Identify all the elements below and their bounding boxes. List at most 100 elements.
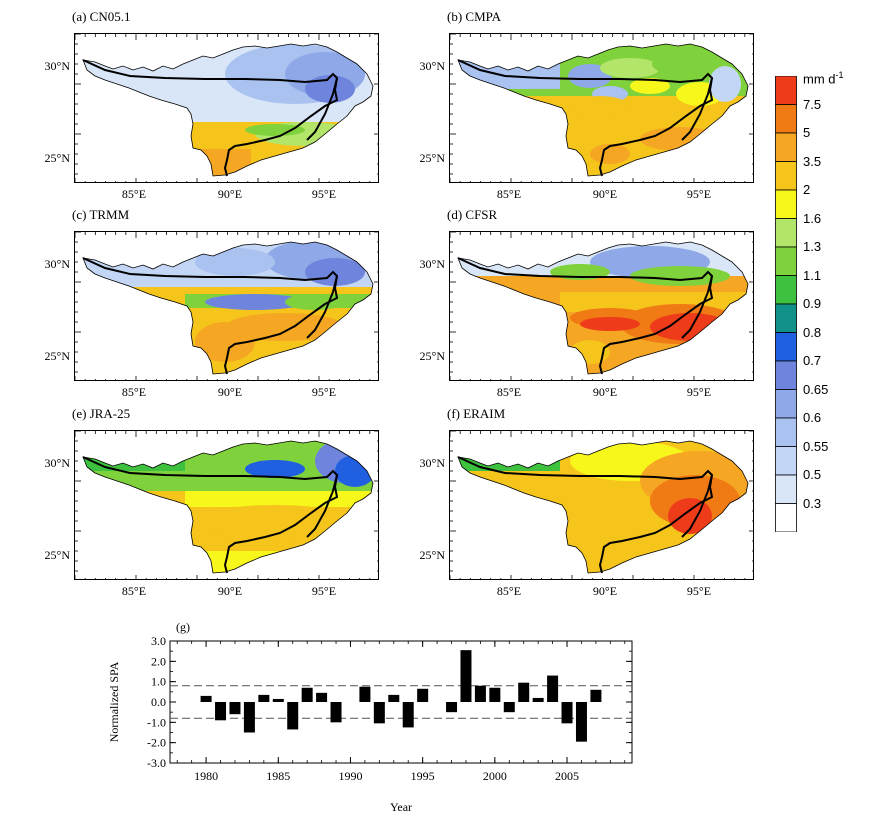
lat-tick-label: 30°N [419, 257, 445, 271]
colorbar-label: 0.9 [803, 296, 822, 311]
panel-title: (d) CFSR [447, 207, 498, 222]
bar-1991 [359, 686, 371, 702]
panel-title: (c) TRMM [72, 207, 130, 222]
lat-tick-label: 25°N [44, 151, 70, 165]
precipitation-map [74, 231, 379, 381]
bar-1997 [446, 702, 458, 713]
bar-2001 [503, 702, 515, 713]
x-tick-label: 1985 [266, 769, 290, 783]
colorbar-label: 3.5 [803, 153, 822, 169]
bar-1986 [287, 702, 299, 730]
lat-tick-label: 30°N [419, 456, 445, 470]
precipitation-map [449, 430, 754, 580]
colorbar-label: 5 [803, 125, 811, 140]
colorbar-label: 0.55 [803, 438, 829, 454]
lat-tick-label: 25°N [44, 548, 70, 562]
lon-tick-label: 95°E [686, 187, 712, 201]
bar-2003 [532, 697, 544, 702]
lon-tick-label: 90°E [592, 385, 618, 399]
bar-1981 [215, 702, 227, 721]
colorbar [775, 76, 797, 532]
colorbar-label: 0.6 [803, 410, 822, 425]
bar-1987 [301, 687, 313, 702]
lon-tick-label: 95°E [311, 187, 337, 201]
colorbar-label: 1.3 [803, 239, 822, 254]
lon-tick-label: 90°E [217, 187, 243, 201]
bar-1999 [474, 685, 486, 702]
panel-title: (e) JRA-25 [72, 406, 131, 421]
colorbar-label: 1.1 [803, 267, 822, 283]
lat-tick-label: 25°N [419, 151, 445, 165]
bar-1998 [460, 650, 472, 702]
bar-2005 [561, 702, 573, 724]
x-tick-label: 1990 [338, 769, 362, 783]
panel-title: (f) ERAIM [447, 406, 506, 421]
precipitation-map [74, 33, 379, 183]
x-tick-label: 1980 [194, 769, 218, 783]
lon-tick-label: 95°E [686, 385, 712, 399]
lon-tick-label: 85°E [121, 385, 147, 399]
lat-tick-label: 25°N [419, 548, 445, 562]
bar-1993 [388, 694, 400, 702]
bar-1995 [417, 688, 429, 702]
x-axis-label: Year [390, 800, 412, 814]
bar-1980 [200, 695, 212, 702]
precipitation-map [74, 430, 379, 580]
lon-tick-label: 95°E [311, 584, 337, 598]
y-tick-label: 0.0 [151, 695, 166, 709]
bar-2004 [547, 675, 559, 702]
bar-1983 [243, 702, 255, 733]
colorbar-label: 0.7 [803, 353, 822, 368]
lon-tick-label: 95°E [311, 385, 337, 399]
colorbar-label: 0.8 [803, 324, 822, 340]
colorbar-label: 2 [803, 182, 811, 197]
lon-tick-label: 90°E [217, 584, 243, 598]
y-tick-label: 1.0 [151, 675, 166, 689]
lat-tick-label: 25°N [419, 349, 445, 363]
bar-1994 [402, 702, 414, 728]
colorbar-label: 1.6 [803, 210, 822, 226]
lon-tick-label: 85°E [121, 187, 147, 201]
bar-1985 [272, 698, 284, 702]
lat-tick-label: 25°N [44, 349, 70, 363]
lon-tick-label: 90°E [217, 385, 243, 399]
precipitation-map [449, 33, 754, 183]
y-tick-label: 2.0 [151, 654, 166, 668]
colorbar-label: 0.65 [803, 381, 829, 397]
lon-tick-label: 85°E [496, 584, 522, 598]
lat-tick-label: 30°N [44, 257, 70, 271]
lon-tick-label: 90°E [592, 584, 618, 598]
y-tick-label: -3.0 [147, 756, 166, 770]
bar-1988 [316, 692, 328, 702]
x-tick-label: 2000 [483, 769, 507, 783]
y-tick-label: -2.0 [147, 736, 166, 750]
bar-1984 [258, 694, 270, 702]
bar-2006 [575, 702, 587, 742]
bar-1992 [373, 702, 385, 724]
colorbar-unit: mm d-1 [803, 70, 844, 87]
bar-2007 [590, 689, 602, 702]
x-tick-label: 1995 [411, 769, 435, 783]
chart-title: (g) [176, 620, 190, 634]
y-axis-label: Normalized SPA [107, 661, 121, 742]
lon-tick-label: 95°E [686, 584, 712, 598]
lon-tick-label: 85°E [496, 187, 522, 201]
y-tick-label: -1.0 [147, 715, 166, 729]
lat-tick-label: 30°N [44, 456, 70, 470]
colorbar-label: 0.5 [803, 467, 822, 482]
colorbar-label: 0.3 [803, 495, 822, 511]
bar-2002 [518, 682, 530, 702]
lon-tick-label: 85°E [496, 385, 522, 399]
colorbar-label: 7.5 [803, 96, 822, 112]
bar-2000 [489, 687, 501, 702]
x-tick-label: 2005 [555, 769, 579, 783]
bar-1989 [330, 702, 342, 723]
lon-tick-label: 90°E [592, 187, 618, 201]
precipitation-map [449, 231, 754, 381]
panel-title: (a) CN05.1 [72, 9, 131, 24]
lon-tick-label: 85°E [121, 584, 147, 598]
panel-title: (b) CMPA [447, 9, 502, 24]
y-tick-label: 3.0 [151, 634, 166, 648]
bar-1982 [229, 702, 241, 715]
